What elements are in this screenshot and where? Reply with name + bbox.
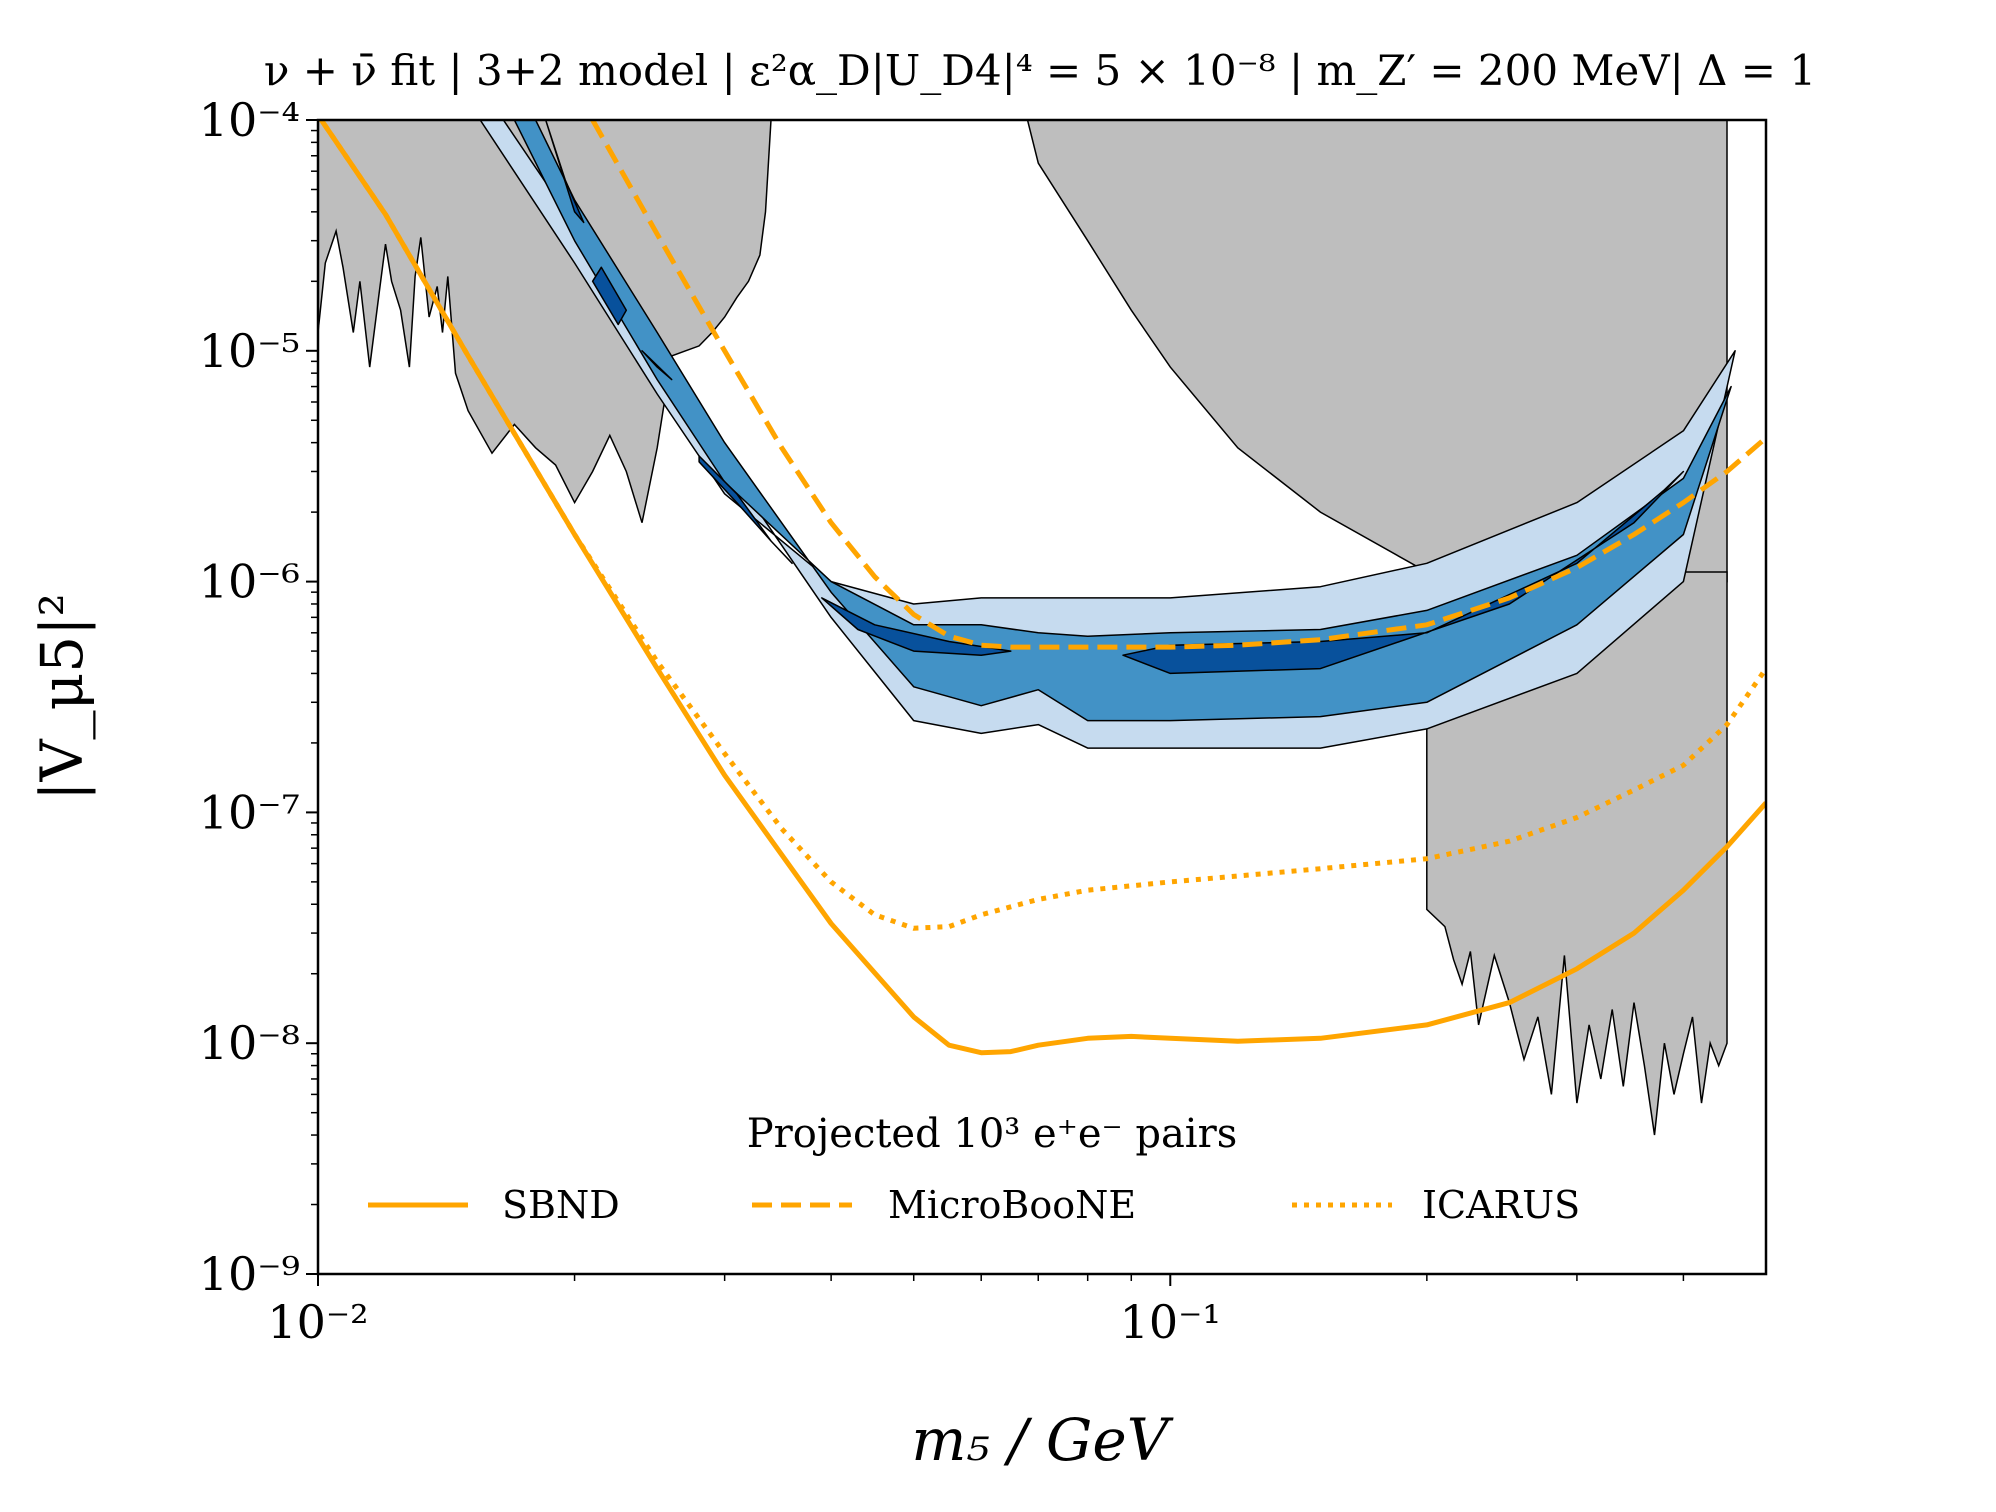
legend-label-microboone: MicroBooNE	[888, 1183, 1136, 1227]
x-tick-label: 10⁻¹	[1120, 1295, 1221, 1349]
series-line-sbnd	[318, 120, 1766, 1056]
legend-label-icarus: ICARUS	[1422, 1183, 1580, 1227]
legend: Projected 10³ e⁺e⁻ pairs SBND MicroBooNE…	[368, 1111, 1580, 1227]
excluded-regions	[318, 120, 1728, 1136]
x-tick-label: 10⁻²	[267, 1295, 368, 1349]
fit-contour-inner-blob-1	[591, 266, 628, 326]
series-line-icarus	[318, 120, 1766, 931]
fit-contours	[479, 120, 1736, 749]
y-tick-label: 10⁻⁴	[199, 93, 300, 147]
fit-contour-middle	[513, 120, 1732, 722]
y-axis-label: |V_μ5|²	[28, 593, 96, 801]
fit-contour-outer	[479, 120, 1736, 749]
x-axis-label: m₅ / GeV	[911, 1406, 1173, 1474]
y-tick-label: 10⁻⁷	[199, 785, 300, 839]
y-tick-label: 10⁻⁵	[199, 324, 300, 378]
projection-curves	[318, 120, 1766, 1056]
plot-frame	[316, 118, 1768, 1276]
y-tick-label: 10⁻⁸	[199, 1016, 300, 1070]
chart-title: ν + ν̄ fit | 3+2 model | ε²α_D|U_D4|⁴ = …	[264, 46, 1816, 95]
legend-label-sbnd: SBND	[502, 1183, 620, 1227]
fit-contour-inner-blob-4	[821, 597, 1012, 656]
series-line-microboone	[590, 120, 1766, 650]
plot-area	[318, 120, 1766, 1136]
y-tick-label: 10⁻⁶	[199, 555, 300, 609]
y-tick-label: 10⁻⁹	[199, 1247, 300, 1301]
excluded-region-left-excluded	[318, 120, 772, 523]
legend-title: Projected 10³ e⁺e⁻ pairs	[747, 1111, 1238, 1157]
fit-contour-inner-blob-2	[641, 350, 673, 381]
fit-contour-inner-blob-5	[1122, 470, 1685, 675]
axis-ticks: 10⁻⁹ 10⁻⁸ 10⁻⁷ 10⁻⁶ 10⁻⁵ 10⁻⁴ 10⁻² 10⁻¹	[199, 93, 1685, 1349]
fit-contour-inner-blob-3	[698, 455, 793, 565]
fit-contour-inner-blob-0	[544, 120, 585, 224]
excluded-region-lower-right-excluded	[1426, 571, 1728, 1136]
